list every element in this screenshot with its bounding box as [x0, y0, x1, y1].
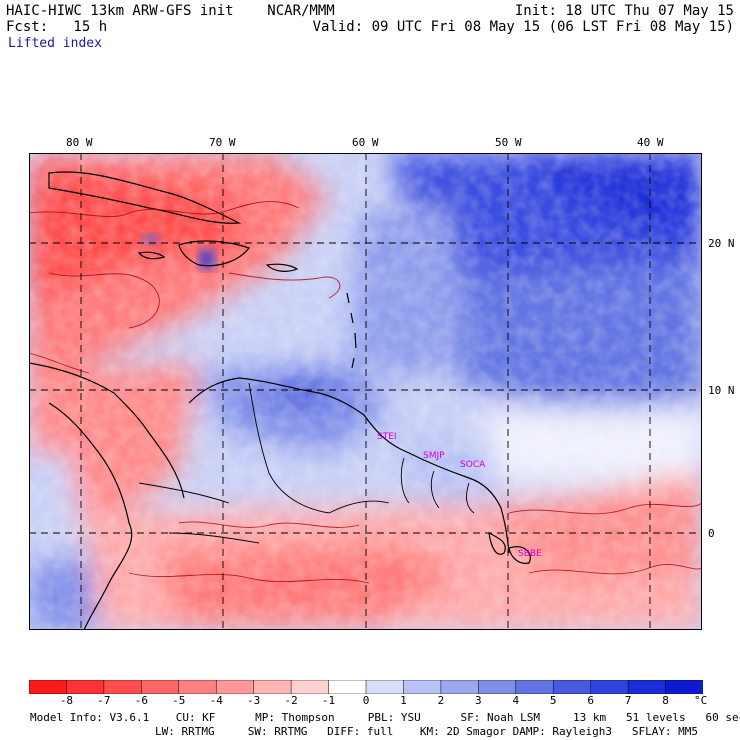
colorbar-swatch: [215, 680, 255, 694]
lifted-index-map: [29, 153, 702, 630]
colorbar-swatch: [178, 680, 217, 694]
station-label-stei: STEI: [377, 432, 397, 442]
lon-label-60w: 60 W: [352, 136, 379, 149]
colorbar-tick-label: -1: [321, 694, 336, 707]
colorbar: [29, 680, 703, 694]
init-time: Init: 18 UTC Thu 07 May 15: [514, 3, 734, 19]
colorbar-swatch: [403, 680, 442, 694]
model-info-line1: Model Info: V3.6.1 CU: KF MP: Thompson P…: [30, 711, 740, 724]
model-info-line2: LW: RRTMG SW: RRTMG DIFF: full KM: 2D Sm…: [155, 725, 699, 738]
lat-label-0: 0: [708, 527, 715, 540]
colorbar-swatch: [66, 680, 105, 694]
colorbar-tick-label: -2: [284, 694, 298, 707]
colorbar-swatch: [328, 680, 367, 694]
field-name: Lifted index: [8, 36, 102, 51]
zero-contours: [29, 201, 702, 584]
lat-label-10n: 10 N: [708, 384, 735, 397]
colorbar-tick-label: -7: [97, 694, 111, 707]
lon-label-40w: 40 W: [637, 136, 664, 149]
colorbar-swatch: [290, 680, 330, 694]
noise-texture: [29, 153, 702, 630]
model-title: HAIC-HIWC 13km ARW-GFS init NCAR/MMM: [6, 3, 335, 19]
colorbar-swatch: [515, 680, 554, 694]
colorbar-swatch: [627, 680, 667, 694]
colorbar-swatch: [141, 680, 180, 694]
colorbar-tick-label: 5: [549, 694, 557, 707]
colorbar-tick-label: 6: [587, 694, 594, 707]
colorbar-tick-label: 2: [437, 694, 445, 707]
colorbar-tick-label: -5: [172, 694, 186, 707]
colorbar-tick-label: 8: [662, 694, 669, 707]
lat-label-20n: 20 N: [708, 237, 735, 250]
station-label-smjp: SMJP: [423, 451, 445, 461]
coastlines: [29, 171, 531, 630]
colorbar-tick-label: -4: [209, 694, 223, 707]
station-label-soca: SOCA: [460, 460, 486, 470]
colorbar-swatch: [665, 680, 703, 694]
colorbar-tick-label: 0: [362, 694, 370, 707]
colorbar-tick-label: -3: [247, 694, 261, 707]
colorbar-swatch: [552, 680, 592, 694]
colorbar-tick-label: -8: [59, 694, 74, 707]
colorbar-swatch: [29, 680, 68, 694]
colorbar-tick-label: -6: [134, 694, 148, 707]
colorbar-swatch: [103, 680, 143, 694]
colorbar-tick-label: 7: [624, 694, 632, 707]
lon-label-70w: 70 W: [209, 136, 236, 149]
colorbar-swatch: [253, 680, 292, 694]
lat-lon-grid: [29, 153, 702, 630]
station-label-sbbe: SBBE: [518, 549, 542, 559]
colorbar-swatch: [440, 680, 480, 694]
colorbar-tick-label: 1: [400, 694, 407, 707]
colorbar-unit: °C: [694, 694, 708, 707]
lon-label-80w: 80 W: [66, 136, 93, 149]
lon-label-50w: 50 W: [495, 136, 522, 149]
colorbar-tick-label: 4: [512, 694, 520, 707]
colorbar-swatch: [478, 680, 517, 694]
forecast-hour: Fcst: 15 h: [6, 19, 108, 35]
colorbar-swatch: [590, 680, 629, 694]
map-frame: [29, 153, 702, 630]
valid-time: Valid: 09 UTC Fri 08 May 15 (06 LST Fri …: [312, 19, 734, 35]
colorbar-swatch: [365, 680, 405, 694]
colorbar-tick-label: 3: [475, 694, 482, 707]
